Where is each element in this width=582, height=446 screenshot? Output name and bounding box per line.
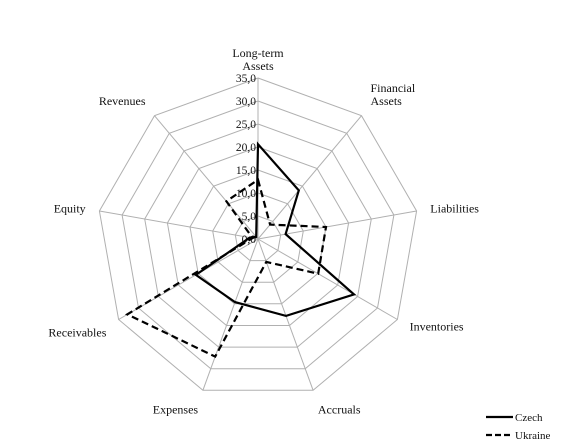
axis-spoke-inventories xyxy=(257,238,398,320)
axis-spoke-expenses xyxy=(202,238,259,391)
grid xyxy=(98,77,418,391)
legend: Czech Ukraine xyxy=(486,412,551,442)
legend-label-ukraine: Ukraine xyxy=(515,430,551,442)
grid-ring xyxy=(121,100,395,370)
radial-tick-labels: 0,05,010,015,020,025,030,035,0 xyxy=(236,73,256,246)
axis-label-accruals: Accruals xyxy=(318,402,361,416)
axis-label-liabilities: Liabilities xyxy=(430,202,479,216)
tick-label: 15,0 xyxy=(236,165,256,177)
axis-label-expenses: Expenses xyxy=(153,402,199,416)
grid-ring xyxy=(234,215,282,262)
axis-labels: Long-term Assets Financial Assets Liabilitie… xyxy=(48,46,479,416)
series xyxy=(124,141,357,359)
grid-ring xyxy=(166,146,350,326)
axis-label-equity: Equity xyxy=(54,202,86,216)
tick-label: 10,0 xyxy=(236,188,256,200)
series-ukraine xyxy=(124,177,328,359)
grid-ring xyxy=(189,169,327,305)
grid-ring xyxy=(144,123,372,348)
axis-spoke-revenues xyxy=(154,115,259,240)
axis-spoke-equity xyxy=(99,210,259,240)
axis-label-inventories: Inventories xyxy=(410,320,464,334)
tick-label: 25,0 xyxy=(236,119,256,131)
legend-label-czech: Czech xyxy=(515,412,543,424)
grid-ring xyxy=(98,77,418,391)
axis-label-revenues: Revenues xyxy=(99,94,146,108)
tick-label: 35,0 xyxy=(236,73,256,85)
axis-spoke-financial-assets xyxy=(257,115,362,240)
tick-label: 5,0 xyxy=(242,211,257,223)
tick-label: 20,0 xyxy=(236,142,256,154)
tick-label: 30,0 xyxy=(236,96,256,108)
axis-label-financial-assets: Financial Assets xyxy=(371,81,416,108)
axis-label-long-term-assets: Long-term Assets xyxy=(232,46,284,73)
grid-ring xyxy=(212,192,304,283)
series-czech xyxy=(193,141,357,318)
axis-label-receivables: Receivables xyxy=(48,326,106,340)
